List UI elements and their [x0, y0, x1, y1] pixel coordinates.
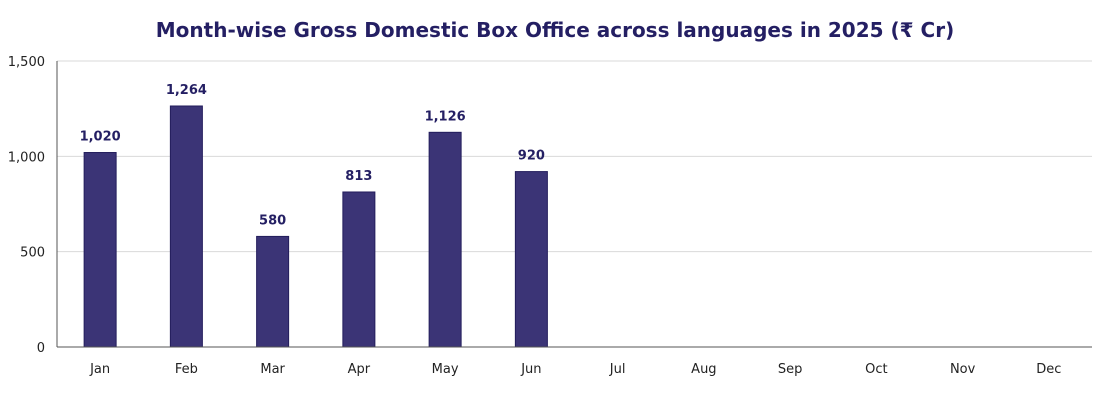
bar-may — [428, 131, 462, 348]
data-label: 580 — [259, 213, 286, 228]
chart-title: Month-wise Gross Domestic Box Office acr… — [155, 18, 955, 42]
y-tick-label: 1,500 — [8, 55, 45, 70]
data-label: 1,020 — [80, 130, 121, 145]
x-tick-label: Aug — [691, 362, 716, 377]
x-tick-label: Apr — [348, 362, 371, 377]
bar-apr — [342, 191, 376, 348]
y-tick-label: 0 — [37, 341, 45, 356]
x-tick-label: Sep — [778, 362, 803, 377]
bar-jun — [514, 171, 548, 348]
x-tick-label: Jul — [609, 362, 626, 377]
x-tick-label: Nov — [950, 362, 976, 377]
bar-feb — [169, 105, 203, 348]
x-tick-label: Dec — [1036, 362, 1061, 377]
data-label: 813 — [345, 169, 372, 184]
data-label: 1,264 — [166, 83, 207, 98]
x-tick-label: Oct — [865, 362, 887, 377]
x-tick-label: Mar — [260, 362, 285, 377]
x-tick-label: Jan — [89, 362, 110, 377]
y-tick-label: 1,000 — [8, 150, 45, 165]
y-tick-label: 500 — [20, 246, 45, 261]
x-tick-label: Feb — [175, 362, 198, 377]
x-tick-label: Jun — [520, 362, 541, 377]
bar-jan — [83, 152, 117, 348]
data-label: 1,126 — [425, 109, 466, 124]
data-label: 920 — [518, 149, 545, 164]
x-tick-label: May — [432, 362, 459, 377]
bar-mar — [256, 235, 290, 348]
